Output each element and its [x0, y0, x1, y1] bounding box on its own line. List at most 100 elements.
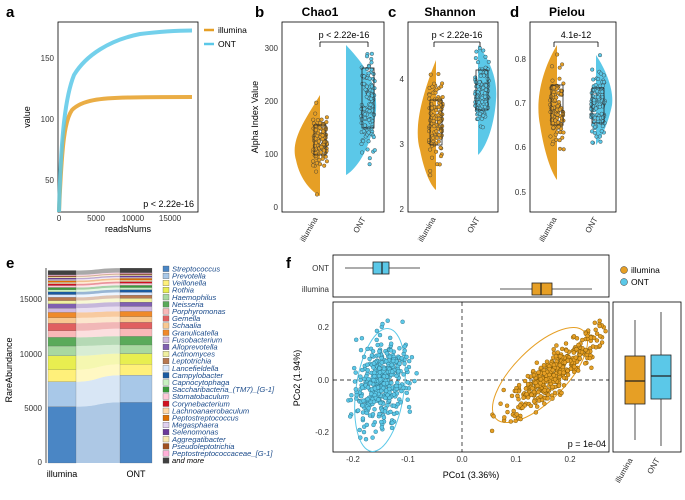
- panel-a: 50 100 150 0 5000 10000 15000 readsNums …: [22, 21, 247, 234]
- scatter-point-ont: [390, 369, 395, 374]
- scatter-point-illumina: [508, 419, 513, 424]
- jitter-point: [483, 54, 488, 59]
- f-top-box-frame: [332, 254, 610, 298]
- jitter-point: [438, 145, 443, 150]
- scatter-point-illumina: [559, 390, 564, 396]
- jitter-point: [367, 76, 372, 81]
- scatter-point-ont: [358, 347, 364, 353]
- jitter-point: [367, 117, 372, 122]
- e-legend-label: Actinomyces: [171, 350, 215, 359]
- scatter-point-illumina: [592, 320, 597, 325]
- scatter-point-ont: [361, 429, 367, 435]
- e-legend-swatch: [162, 315, 170, 322]
- scatter-point-illumina: [531, 389, 537, 395]
- jitter-point: [320, 133, 325, 138]
- jitter-point: [440, 95, 445, 100]
- scatter-point-ont: [407, 409, 412, 414]
- jitter-point: [480, 125, 485, 130]
- c-ytick-4: 4: [400, 75, 405, 84]
- f-right-box-frame: [612, 301, 682, 453]
- jitter-point: [439, 129, 444, 134]
- scatter-point-ont: [414, 371, 419, 376]
- jitter-point: [359, 114, 364, 119]
- scatter-point-ont: [391, 392, 397, 397]
- scatter-point-illumina: [557, 370, 563, 375]
- jitter-point: [477, 111, 482, 116]
- jitter-point: [372, 79, 377, 84]
- e-bar-segment: [119, 281, 153, 284]
- scatter-point-illumina: [603, 329, 608, 334]
- jitter-point: [434, 135, 439, 140]
- jitter-point: [367, 156, 372, 161]
- b-ytick-100: 100: [265, 150, 279, 159]
- jitter-point: [561, 81, 566, 86]
- panel-label-d: d: [510, 4, 519, 21]
- jitter-point: [434, 129, 439, 134]
- scatter-point-ont: [402, 348, 407, 353]
- jitter-point: [428, 168, 433, 173]
- e-ytick-15000: 15000: [20, 295, 43, 304]
- scatter-point-illumina: [583, 361, 588, 366]
- jitter-point: [439, 154, 444, 159]
- scatter-point-ont: [389, 380, 394, 385]
- e-legend: StreptococcusPrevotellaVeillonellaRothia…: [162, 264, 275, 465]
- e-bar-segment: [119, 375, 153, 403]
- jitter-point: [361, 129, 366, 134]
- scatter-point-ont: [390, 420, 395, 425]
- scatter-point-illumina: [515, 393, 520, 399]
- jitter-point: [324, 159, 329, 164]
- e-bar-segment: [119, 328, 153, 337]
- scatter-point-illumina: [529, 392, 534, 397]
- scatter-point-illumina: [491, 414, 496, 419]
- f-top-box-ont: [372, 261, 390, 275]
- f-xtick-0.0: 0.0: [456, 455, 468, 464]
- scatter-point-ont: [365, 385, 371, 390]
- scatter-point-ont: [391, 403, 397, 408]
- jitter-point: [436, 105, 441, 110]
- scatter-point-ont: [369, 391, 374, 396]
- e-legend-swatch: [162, 372, 170, 379]
- jitter-point: [561, 130, 566, 135]
- jitter-point: [597, 134, 602, 139]
- e-legend-label: Aggregatibacter: [171, 435, 226, 444]
- jitter-point: [322, 163, 327, 168]
- e-legend-label: Peptostreptococcaceae_[G-1]: [172, 449, 273, 458]
- jitter-point: [369, 96, 374, 101]
- panel-b: 0 100 200 300 Alpha Index Value p < 2.22…: [250, 21, 385, 243]
- e-bar-segment: [119, 298, 153, 303]
- jitter-point: [369, 57, 374, 62]
- jitter-point: [600, 124, 605, 129]
- jitter-point: [435, 162, 440, 167]
- jitter-point: [428, 111, 433, 116]
- e-flow-14: [76, 292, 120, 298]
- e-legend-swatch: [162, 272, 170, 279]
- scatter-point-illumina: [576, 342, 581, 348]
- jitter-point: [434, 108, 439, 113]
- d-ytick-0.7: 0.7: [515, 99, 527, 108]
- jitter-point: [367, 109, 372, 114]
- scatter-point-ont: [366, 376, 371, 382]
- scatter-point-ont: [394, 373, 399, 379]
- scatter-point-ont: [404, 367, 409, 372]
- b-title: Chao1: [302, 5, 339, 19]
- scatter-point-illumina: [590, 344, 596, 349]
- e-bar-segment: [119, 274, 153, 276]
- scatter-point-illumina: [542, 388, 547, 393]
- scatter-point-illumina: [523, 386, 529, 391]
- e-xtick-illumina: illumina: [47, 469, 78, 479]
- scatter-point-ont: [405, 380, 410, 385]
- scatter-point-ont: [389, 341, 394, 346]
- scatter-point-ont: [404, 354, 409, 360]
- scatter-point-ont: [371, 399, 377, 404]
- e-legend-swatch: [162, 358, 170, 365]
- jitter-point: [481, 73, 486, 78]
- jitter-point: [557, 107, 562, 112]
- c-box-ont: [475, 69, 489, 111]
- scatter-point-ont: [394, 383, 399, 389]
- e-bar-segment: [119, 344, 153, 354]
- scatter-point-ont: [407, 358, 412, 364]
- scatter-point-illumina: [525, 382, 531, 387]
- scatter-point-ont: [398, 400, 403, 405]
- d-xtick-illumina: illumina: [537, 215, 559, 243]
- d-xtick-ont: ONT: [583, 215, 599, 234]
